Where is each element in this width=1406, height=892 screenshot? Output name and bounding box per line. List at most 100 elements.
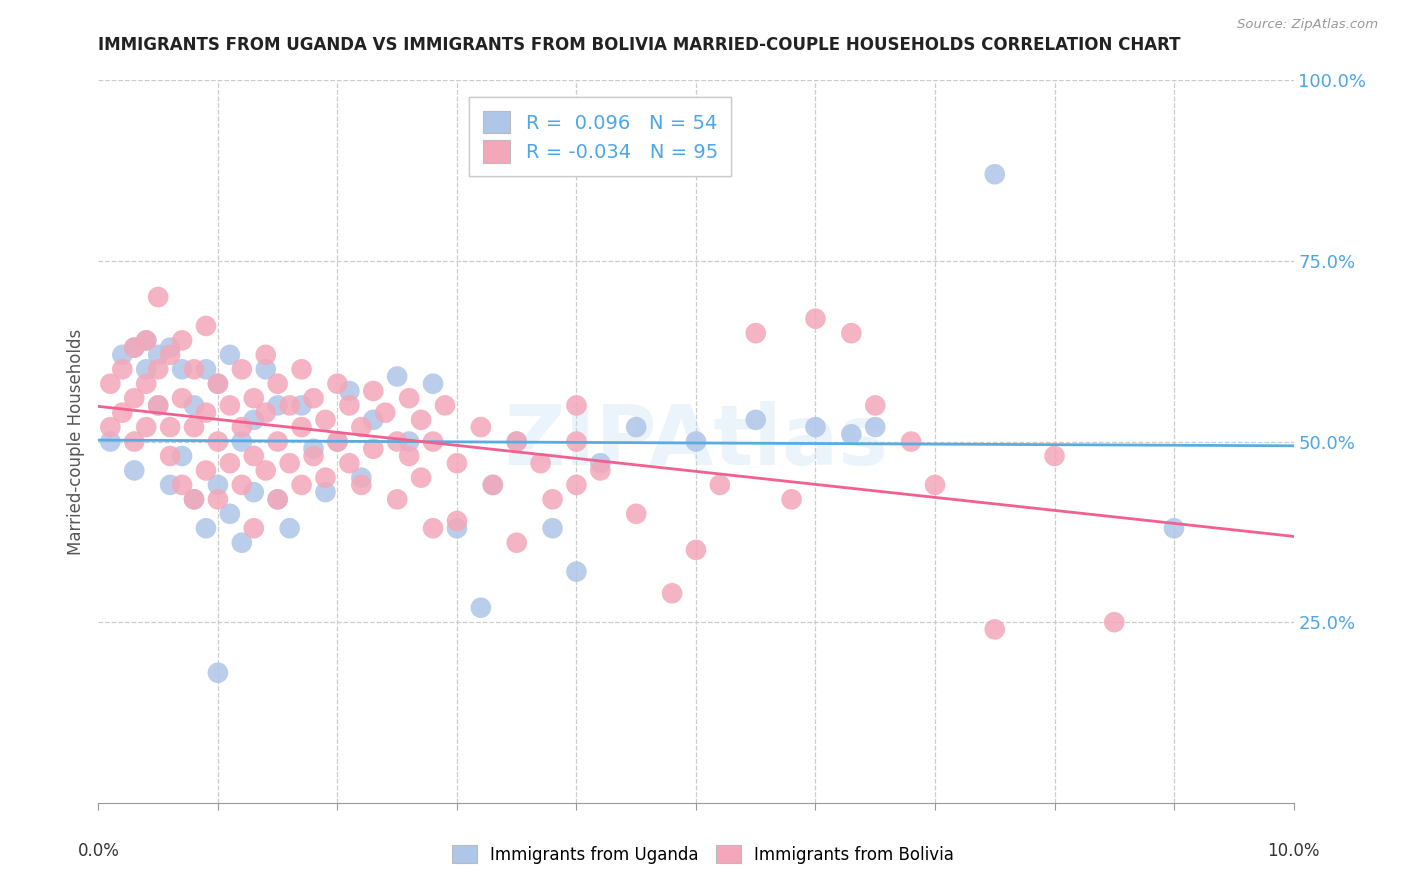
Point (98, 376, 122, 391)
Point (291, 398, 314, 412)
Point (135, 362, 157, 376)
Point (207, 376, 229, 391)
Point (148, 398, 170, 412)
Point (374, 406, 396, 420)
Point (1043, 449, 1066, 463)
Point (363, 384, 385, 398)
Point (254, 362, 277, 376)
Point (291, 420, 314, 434)
Point (422, 434, 444, 449)
Point (326, 434, 349, 449)
Point (159, 348, 181, 362)
Point (422, 376, 444, 391)
Point (183, 398, 205, 412)
Point (302, 391, 325, 405)
Point (243, 449, 266, 463)
Point (219, 456, 242, 470)
Point (339, 456, 361, 470)
Point (565, 565, 588, 579)
Point (363, 442, 385, 456)
Point (195, 318, 218, 333)
Point (98, 434, 122, 449)
Point (804, 420, 827, 434)
Point (159, 449, 181, 463)
Point (135, 334, 157, 348)
Point (506, 535, 529, 549)
Point (1163, 521, 1185, 535)
Point (841, 326, 863, 340)
Point (231, 434, 253, 449)
Point (207, 492, 229, 507)
Point (865, 398, 887, 412)
Point (350, 470, 373, 484)
Point (411, 413, 433, 427)
Point (339, 398, 361, 412)
Point (195, 521, 218, 535)
Point (398, 449, 420, 463)
Point (565, 398, 588, 412)
Point (685, 542, 707, 557)
Point (565, 478, 588, 492)
Point (385, 369, 409, 384)
Point (302, 449, 325, 463)
Point (434, 398, 457, 412)
Point (780, 492, 803, 507)
Point (302, 442, 325, 456)
Point (589, 456, 612, 470)
Point (135, 420, 157, 434)
Point (207, 665, 229, 680)
Point (219, 398, 242, 412)
Text: 10.0%: 10.0% (1267, 842, 1320, 860)
Point (350, 478, 373, 492)
Point (207, 478, 229, 492)
Point (446, 514, 468, 528)
Point (159, 478, 181, 492)
Point (984, 167, 1007, 181)
Point (231, 420, 253, 434)
Legend: R =  0.096   N = 54, R = -0.034   N = 95: R = 0.096 N = 54, R = -0.034 N = 95 (470, 97, 731, 177)
Point (195, 362, 218, 376)
Point (124, 391, 146, 405)
Point (278, 398, 301, 412)
Point (326, 434, 349, 449)
Point (804, 311, 827, 326)
Point (254, 348, 277, 362)
Point (422, 521, 444, 535)
Point (183, 420, 205, 434)
Point (183, 492, 205, 507)
Point (709, 478, 731, 492)
Point (278, 456, 301, 470)
Point (207, 376, 229, 391)
Point (111, 406, 134, 420)
Point (111, 348, 134, 362)
Point (470, 600, 492, 615)
Point (267, 376, 290, 391)
Point (172, 362, 194, 376)
Point (195, 463, 218, 477)
Point (470, 420, 492, 434)
Point (243, 485, 266, 500)
Point (231, 535, 253, 549)
Point (506, 434, 529, 449)
Point (267, 492, 290, 507)
Point (124, 434, 146, 449)
Point (541, 521, 564, 535)
Point (111, 362, 134, 376)
Point (398, 391, 420, 405)
Y-axis label: Married-couple Households: Married-couple Households (66, 328, 84, 555)
Text: 0.0%: 0.0% (77, 842, 120, 860)
Point (865, 420, 887, 434)
Point (745, 413, 768, 427)
Point (530, 456, 553, 470)
Point (326, 376, 349, 391)
Point (385, 434, 409, 449)
Point (685, 434, 707, 449)
Point (291, 478, 314, 492)
Point (589, 463, 612, 477)
Point (267, 434, 290, 449)
Point (482, 478, 505, 492)
Point (135, 334, 157, 348)
Point (278, 521, 301, 535)
Point (482, 478, 505, 492)
Point (900, 434, 922, 449)
